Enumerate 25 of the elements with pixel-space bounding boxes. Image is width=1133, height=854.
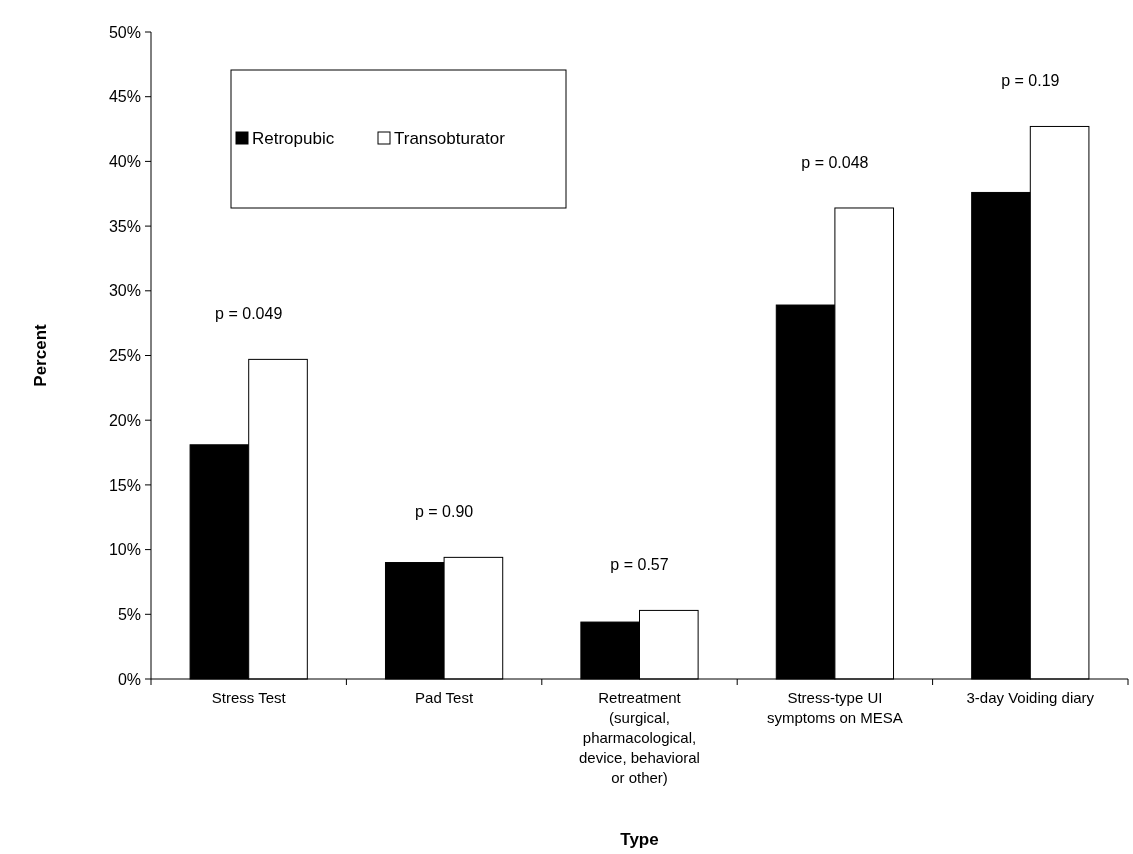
x-tick-label: Stress-type UI symptoms on MESA [766, 689, 903, 726]
x-tick-label: Pad Test [415, 689, 474, 706]
x-tick-label: Stress Test [211, 689, 287, 706]
x-axis-title: Type [620, 830, 659, 849]
y-tick-label: 5% [117, 605, 141, 623]
annotation: p = 0.90 [414, 503, 474, 521]
x-tick-label: 3-day Voiding diary [966, 689, 1095, 706]
y-tick-label: 45% [108, 88, 141, 106]
y-tick-label: 50% [108, 23, 141, 41]
y-tick-label: 20% [108, 411, 141, 429]
y-axis-title: Percent [31, 323, 50, 387]
annotation: p = 0.57 [610, 556, 669, 574]
y-tick-label: 35% [108, 217, 141, 235]
legend-label: Retropubic [252, 129, 335, 148]
y-tick-label: 0% [117, 670, 141, 688]
y-tick-label: 30% [108, 282, 141, 300]
y-tick-label: 10% [108, 541, 141, 559]
x-tick-label: Retreatment (surgical, pharmacological, device, behavioral or other) [579, 689, 700, 786]
y-tick-label: 40% [108, 153, 141, 170]
annotation: p = 0.049 [215, 305, 283, 323]
y-tick-label: 15% [108, 476, 141, 494]
y-tick-label: 25% [108, 347, 141, 365]
annotation: p = 0.19 [1001, 72, 1060, 90]
legend-label: Transobturator [394, 129, 506, 148]
annotation: p = 0.048 [801, 153, 869, 171]
